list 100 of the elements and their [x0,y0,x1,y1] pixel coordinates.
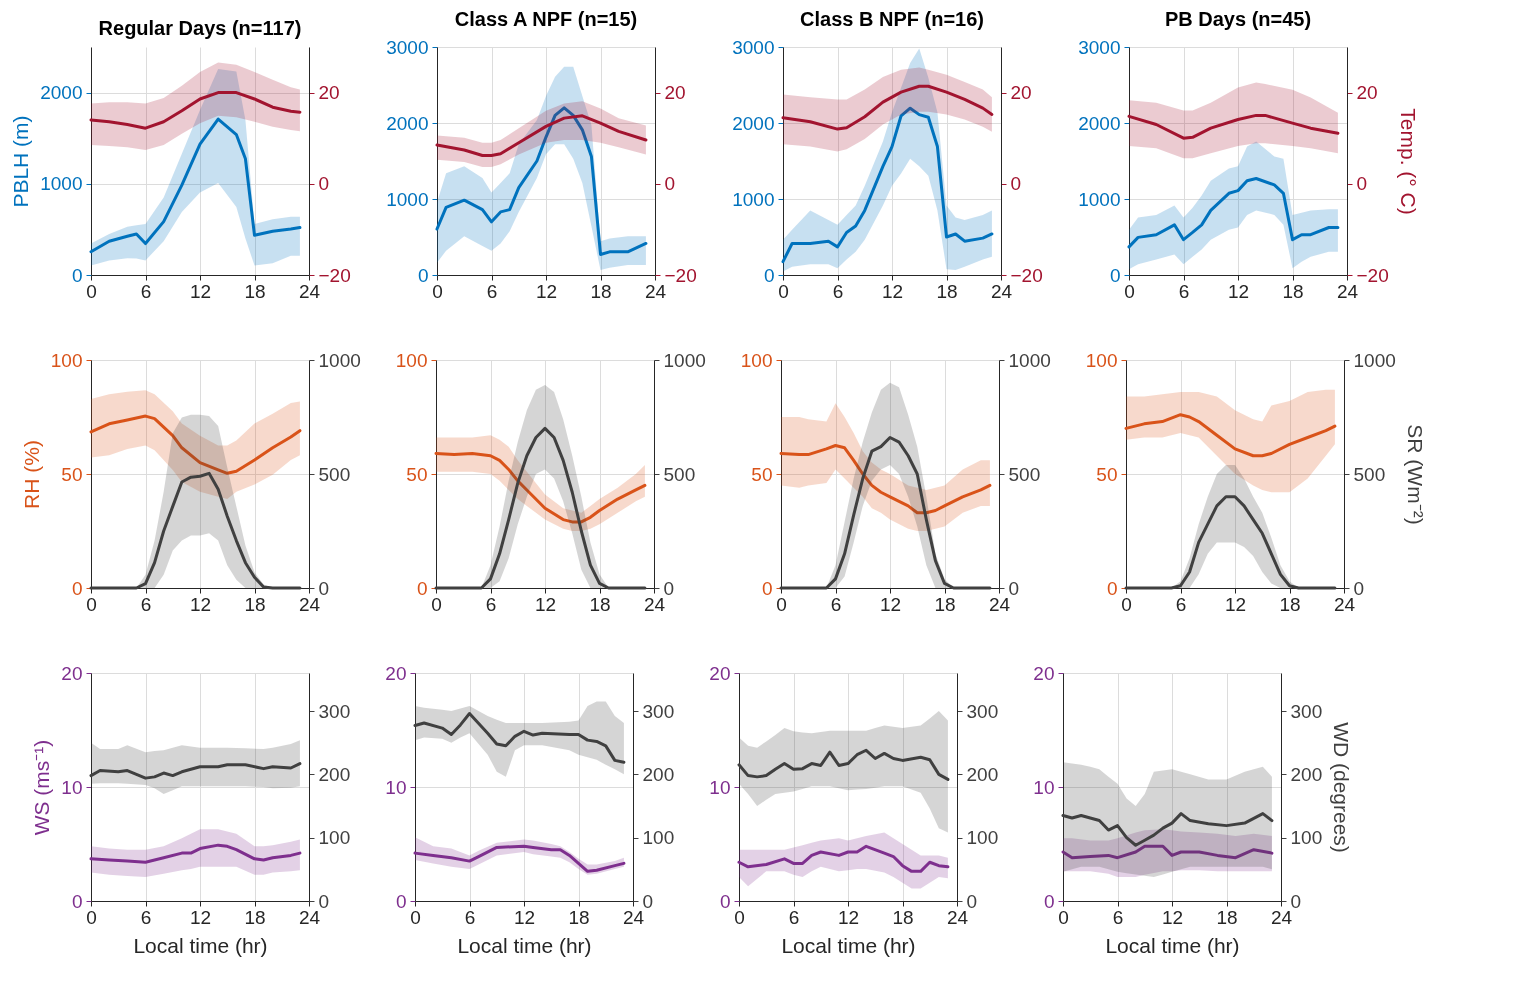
x-tick-label: 18 [1279,593,1301,615]
y-tick-label: 20 [61,662,83,684]
x-tick-label: 24 [1336,280,1359,302]
y-tick-label: 2000 [1078,112,1121,134]
x-tick-label: 12 [189,906,212,928]
y2-tick-label: 1000 [318,349,361,371]
y2-tick-label: 200 [1290,763,1323,785]
x-tick-label: 12 [1161,906,1184,928]
y-tick-label: 100 [50,349,83,371]
y-tick-label: 2000 [732,112,775,134]
y-tick-label: 1000 [386,188,429,210]
x-tick-label: 18 [244,906,266,928]
y-tick-label: 3000 [732,36,775,58]
y2-tick-label: 0 [966,890,978,912]
y2-tick-label: 200 [642,763,675,785]
y-axis-title: RH (%) [19,440,43,509]
x-tick-label: 12 [837,906,860,928]
y2-tick-label: 0 [1290,890,1302,912]
x-tick-label: 6 [485,593,497,615]
y2-tick-label: 500 [1008,463,1041,485]
y2-tick-label: 100 [966,827,999,849]
x-tick-label: 12 [535,280,558,302]
y-tick-label: 0 [1043,890,1055,912]
y-tick-label: 20 [1033,662,1055,684]
x-axis-title: Local time (hr) [457,933,592,957]
x-tick-label: 24 [988,593,1011,615]
y2-tick-label: 20 [1010,82,1032,104]
y2-tick-label: 0 [663,577,675,599]
x-tick-label: 6 [1175,593,1187,615]
y-tick-label: 100 [740,349,773,371]
y-tick-label: 0 [1106,577,1118,599]
x-tick-label: 24 [298,593,321,615]
y2-tick-label: 0 [664,173,676,195]
y2-tick-label: 200 [966,763,999,785]
x-tick-label: 12 [1227,280,1250,302]
x-tick-label: 6 [140,906,152,928]
y-tick-label: 50 [751,463,773,485]
x-tick-label: 6 [140,280,152,302]
y-tick-label: 0 [719,890,731,912]
x-tick-label: 12 [879,593,902,615]
x-tick-label: 12 [534,593,557,615]
y-tick-label: 2000 [40,82,83,104]
x-axis-title: Local time (hr) [1105,933,1240,957]
x-tick-label: 18 [1216,906,1238,928]
x-tick-label: 24 [1333,593,1356,615]
y2-tick-label: 500 [663,463,696,485]
y2-tick-label: 100 [318,827,351,849]
y-tick-label: 0 [71,577,83,599]
x-tick-label: 6 [464,906,476,928]
x-tick-label: 18 [590,280,612,302]
y2-tick-label: 300 [966,700,999,722]
y-tick-label: 3000 [1078,36,1121,58]
y2-tick-label: 0 [642,890,654,912]
x-tick-label: 18 [589,593,611,615]
x-tick-label: 0 [86,280,97,302]
y2-tick-label: 500 [1353,463,1386,485]
x-tick-label: 18 [244,280,266,302]
y2-tick-label: 0 [318,173,330,195]
y2-tick-label: 300 [642,700,675,722]
y2-tick-label: 20 [1356,82,1378,104]
x-tick-label: 6 [1178,280,1190,302]
y2-tick-label: −20 [1356,264,1389,286]
y-tick-label: 0 [71,264,83,286]
x-tick-label: 0 [86,906,97,928]
y2-tick-label: −20 [318,264,351,286]
chart-title: Regular Days (n=117) [98,17,302,39]
y-tick-label: 0 [395,890,407,912]
y2-tick-label: 1000 [663,349,706,371]
x-tick-label: 18 [568,906,590,928]
y2-tick-label: −20 [1010,264,1043,286]
x-tick-label: 6 [830,593,842,615]
y-tick-label: 0 [71,890,83,912]
y-tick-label: 10 [1033,776,1055,798]
x-tick-label: 6 [140,593,152,615]
x-tick-label: 0 [778,280,789,302]
y-tick-label: 100 [395,349,428,371]
y2-tick-label: 300 [318,700,351,722]
y2-tick-label: 100 [1290,827,1323,849]
y2-tick-label: 300 [1290,700,1323,722]
x-tick-label: 0 [432,280,443,302]
x-tick-label: 24 [643,593,666,615]
y-tick-label: 50 [1096,463,1118,485]
x-tick-label: 0 [1058,906,1069,928]
x-tick-label: 6 [1112,906,1124,928]
y-tick-label: 20 [385,662,407,684]
y-tick-label: 20 [709,662,731,684]
y2-tick-label: 0 [1356,173,1368,195]
x-tick-label: 0 [1124,280,1135,302]
x-tick-label: 12 [881,280,904,302]
y-tick-label: 50 [406,463,428,485]
y-tick-label: 0 [1109,264,1121,286]
x-tick-label: 18 [936,280,958,302]
chart-title: Class B NPF (n=16) [800,8,984,30]
y-tick-label: 0 [761,577,773,599]
x-tick-label: 12 [189,280,212,302]
y-tick-label: 10 [709,776,731,798]
y2-tick-label: −20 [664,264,697,286]
x-tick-label: 24 [1270,906,1293,928]
y2-tick-label: 0 [1010,173,1022,195]
y2-tick-label: 0 [318,890,330,912]
